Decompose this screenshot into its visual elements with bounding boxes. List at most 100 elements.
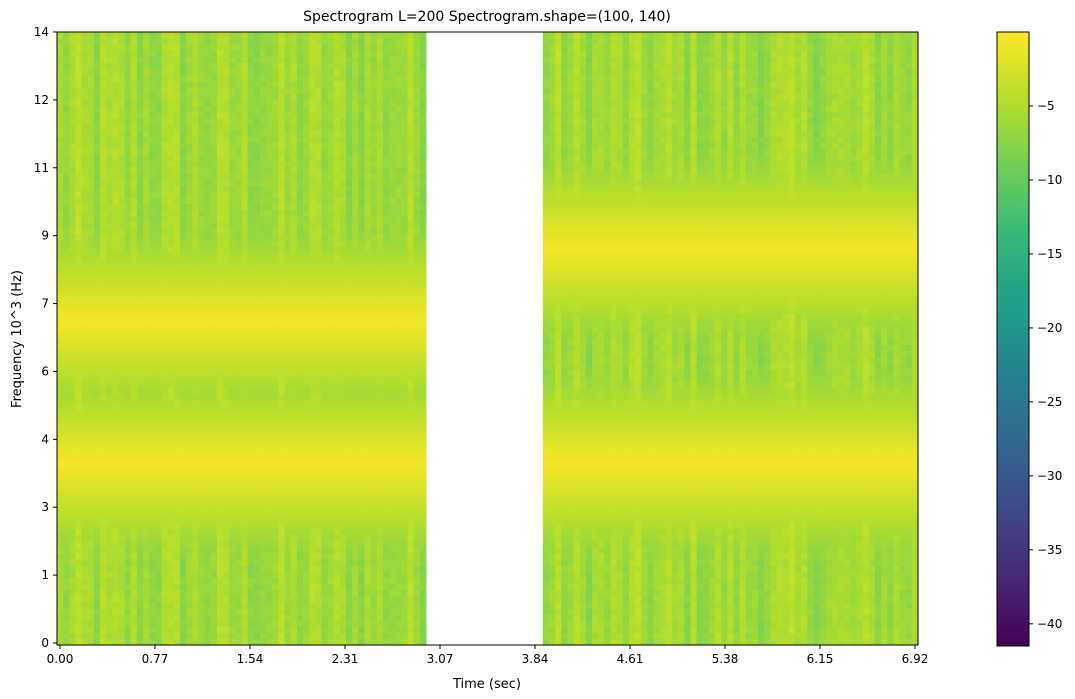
heatmap-cell [118,62,126,70]
heatmap-cell [186,467,193,474]
heatmap-cell [198,246,205,254]
heatmap-cell [247,222,255,229]
heatmap-cell [106,301,113,309]
heatmap-cell [290,559,298,566]
heatmap-cell [210,160,218,168]
heatmap-cell [210,99,218,106]
heatmap-cell [352,252,359,260]
heatmap-cell [161,332,169,339]
heatmap-cell [161,105,169,113]
heatmap-cell [63,559,70,566]
heatmap-cell [259,614,267,621]
heatmap-cell [198,528,205,536]
heatmap-cell [290,589,298,597]
heatmap-cell [106,338,113,346]
heatmap-cell [136,424,144,431]
heatmap-cell [216,99,224,106]
heatmap-cell [192,191,199,198]
heatmap-cell [167,160,175,168]
heatmap-cell [253,154,261,162]
heatmap-cell [124,258,132,266]
heatmap-cell [57,571,64,578]
heatmap-cell [75,32,82,39]
heatmap-cell [100,528,107,536]
heatmap-cell [149,614,156,621]
heatmap-cell [321,307,328,315]
heatmap-cell [106,448,113,456]
heatmap-cell [87,448,95,456]
heatmap-cell [235,240,242,247]
heatmap-cell [186,583,193,591]
heatmap-cell [272,320,279,327]
heatmap-cell [87,38,95,45]
heatmap-cell [57,436,64,444]
heatmap-cell [303,608,310,615]
heatmap-cell [106,540,113,548]
heatmap-cell [118,117,126,125]
heatmap-cell [210,320,218,327]
heatmap-cell [112,320,119,327]
heatmap-cell [69,583,76,591]
heatmap-cell [327,436,335,444]
heatmap-cell [161,228,169,235]
heatmap-cell [198,222,205,229]
heatmap-cell [136,504,144,511]
heatmap-cell [167,602,175,609]
heatmap-cell [253,320,261,327]
heatmap-cell [284,375,292,382]
heatmap-cell [358,589,365,597]
heatmap-cell [69,68,76,76]
heatmap-cell [173,191,181,198]
heatmap-cell [63,197,70,205]
heatmap-cell [112,295,119,303]
heatmap-cell [247,448,255,456]
heatmap-cell [253,497,261,505]
heatmap-cell [284,154,292,162]
heatmap-cell [290,369,298,376]
heatmap-cell [303,62,310,70]
heatmap-cell [272,81,279,88]
heatmap-cell [321,111,328,119]
heatmap-cell [93,277,101,284]
heatmap-cell [136,197,144,205]
heatmap-cell [315,68,322,76]
heatmap-cell [284,497,292,505]
heatmap-cell [223,222,230,229]
heatmap-cell [106,510,113,517]
heatmap-cell [253,197,261,205]
heatmap-cell [87,234,95,241]
heatmap-cell [266,142,273,149]
heatmap-cell [321,491,328,499]
heatmap-cell [247,172,255,180]
heatmap-cell [173,277,181,284]
heatmap-cell [327,595,335,603]
heatmap-cell [278,326,285,333]
heatmap-cell [186,99,193,106]
heatmap-cell [315,387,322,395]
heatmap-cell [321,332,328,339]
heatmap-cell [327,271,335,278]
heatmap-cell [352,99,359,106]
heatmap-cell [118,614,126,621]
heatmap-cell [130,166,138,174]
heatmap-cell [290,595,298,603]
heatmap-cell [186,160,193,168]
heatmap-cell [272,473,279,480]
heatmap-cell [198,62,205,70]
heatmap-cell [358,595,365,603]
heatmap-cell [143,185,150,192]
heatmap-cell [155,264,162,272]
heatmap-cell [247,87,255,94]
heatmap-cell [161,589,169,597]
heatmap-cell [259,185,267,192]
heatmap-cell [124,111,132,119]
heatmap-cell [69,430,76,437]
heatmap-cell [315,571,322,578]
heatmap-cell [284,240,292,247]
heatmap-cell [180,338,187,346]
heatmap-cell [210,307,218,315]
heatmap-cell [130,148,138,155]
heatmap-cell [173,179,181,186]
heatmap-cell [57,375,64,382]
heatmap-cell [112,258,119,266]
